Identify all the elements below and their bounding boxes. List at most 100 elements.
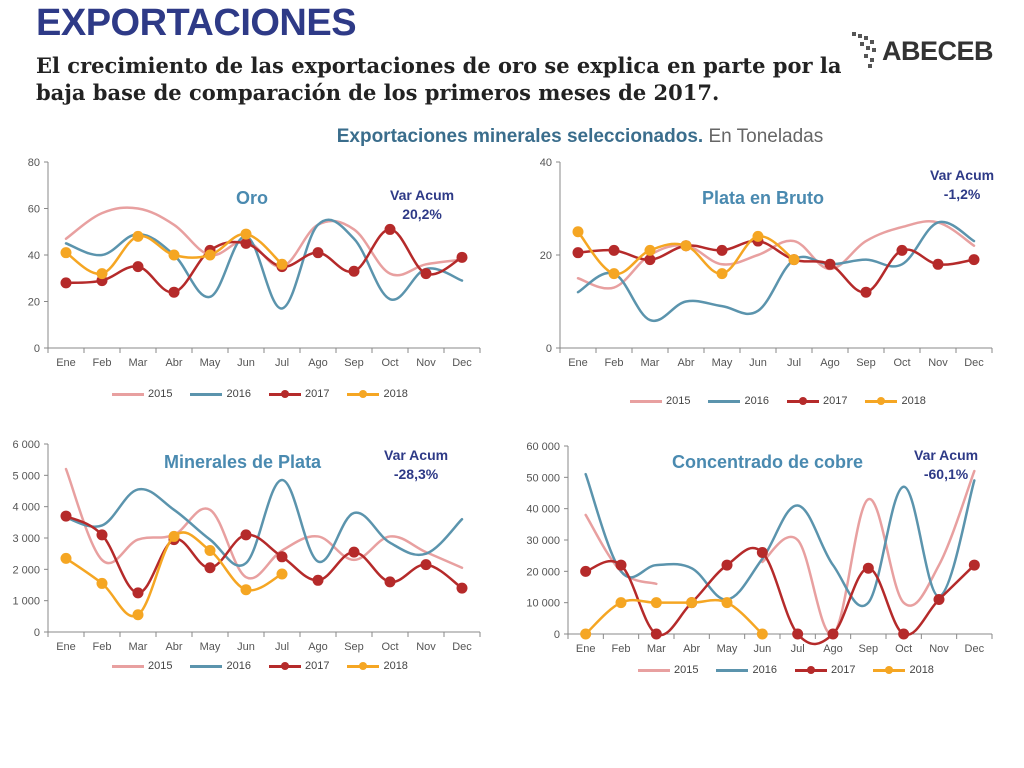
- x-tick-label: Jun: [753, 643, 771, 655]
- legend-item-2015: 2015: [112, 388, 172, 400]
- legend-item-2015: 2015: [112, 660, 172, 672]
- data-point-2017: [862, 562, 874, 574]
- legend-swatch: [786, 396, 819, 406]
- data-point-2017: [168, 286, 180, 298]
- data-point-2017: [96, 529, 108, 541]
- y-tick-label: 50 000: [526, 472, 560, 484]
- var-acum-line: -28,3%: [393, 466, 439, 482]
- legend-swatch: [638, 665, 670, 675]
- chart-panel-4: 0 10 000 20 000 30 000 40 000 50 000 60 000 Ene…: [512, 434, 1024, 714]
- data-point-2017: [608, 244, 620, 256]
- y-tick-label: 40: [540, 157, 552, 169]
- y-tick-label: 10 000: [526, 598, 560, 610]
- var-acum-annotation: Var Acum -60,1%: [914, 446, 978, 484]
- x-tick-label: Nov: [928, 357, 948, 369]
- legend-label: 2016: [226, 660, 251, 672]
- var-acum-line: Var Acum: [384, 447, 449, 463]
- series-line-2015: [576, 220, 976, 290]
- legend-item-2017: 2017: [794, 664, 856, 676]
- var-acum-annotation: Var Acum -1,2%: [930, 166, 994, 204]
- y-tick-label: 6 000: [12, 439, 40, 451]
- data-point-2017: [384, 223, 396, 235]
- var-acum-line: Var Acum: [930, 167, 995, 183]
- data-point-2018: [240, 228, 252, 240]
- var-acum-annotation: Var Acum -28,3%: [384, 446, 448, 484]
- legend-item-2016: 2016: [190, 660, 251, 672]
- legend-label: 2018: [383, 660, 408, 672]
- x-tick-label: Nov: [416, 641, 436, 653]
- legend-label: 2018: [909, 664, 934, 676]
- legend-swatch: [716, 665, 749, 675]
- data-point-2017: [420, 559, 432, 571]
- x-tick-label: Dec: [452, 357, 472, 369]
- data-point-2017: [580, 565, 592, 577]
- legend-label: 2017: [830, 664, 856, 676]
- x-tick-label: Feb: [612, 643, 631, 655]
- series-line-2016: [64, 218, 464, 310]
- chart-panel-3: 0 1 000 2 000 3 000 4 000 5 000 6 000 Ene Feb Mar…: [0, 434, 512, 714]
- y-tick-label: 40: [28, 250, 40, 262]
- charts-header-unit: En Toneladas: [703, 126, 824, 147]
- x-tick-label: Mar: [129, 641, 148, 653]
- x-tick-label: Ene: [568, 357, 588, 369]
- legend-swatch: [865, 396, 898, 406]
- legend-item-2015: 2015: [638, 664, 698, 676]
- legend-item-2018: 2018: [873, 664, 934, 676]
- series-line-2016: [576, 220, 976, 323]
- data-point-2018: [756, 628, 768, 640]
- chart-legend: 2015 2016 2017 2018: [638, 664, 934, 676]
- var-acum-line: 20,2%: [402, 206, 442, 222]
- x-tick-label: Oct: [895, 643, 912, 655]
- data-point-2018: [680, 240, 692, 252]
- data-point-2017: [60, 510, 72, 522]
- data-point-2017: [968, 559, 980, 571]
- y-tick-label: 20 000: [526, 566, 560, 578]
- data-point-2018: [721, 597, 733, 609]
- legend-label: 2016: [226, 388, 251, 400]
- chart-title: Plata en Bruto: [702, 188, 825, 208]
- x-tick-label: Sep: [856, 357, 876, 369]
- chart-title: Concentrado de cobre: [672, 452, 864, 472]
- x-tick-label: Mar: [647, 643, 666, 655]
- y-tick-label: 60 000: [526, 441, 560, 453]
- data-point-2017: [204, 562, 216, 574]
- data-point-2017: [933, 594, 945, 606]
- legend-item-2016: 2016: [708, 395, 769, 407]
- chart-svg: 0 20 40 Ene Feb Mar Abr May Jun Jul Ago Sep Oct Nov De…: [540, 157, 993, 369]
- chart-panel-1: 0 20 40 60 80 Ene Feb Mar Abr May Jun Jul Ago Sep Oct N…: [0, 150, 512, 430]
- legend-swatch: [347, 389, 380, 399]
- x-tick-label: May: [200, 357, 221, 369]
- data-point-2017: [132, 261, 144, 273]
- x-tick-label: Dec: [964, 357, 984, 369]
- legend-item-2016: 2016: [190, 388, 251, 400]
- data-point-2017: [60, 277, 72, 289]
- data-point-2018: [204, 249, 216, 261]
- x-tick-label: Ago: [820, 357, 840, 369]
- data-point-2017: [312, 247, 324, 259]
- charts-header-strong: Exportaciones minerales seleccionados.: [336, 126, 704, 147]
- chart-legend: 2015 2016 2017 2018: [630, 395, 926, 407]
- x-tick-label: Abr: [165, 357, 182, 369]
- x-tick-label: Jun: [749, 357, 767, 369]
- y-tick-label: 0: [554, 629, 560, 641]
- legend-swatch: [190, 389, 223, 399]
- data-point-2017: [240, 529, 252, 541]
- legend-swatch: [630, 396, 662, 406]
- legend-label: 2018: [383, 388, 408, 400]
- legend-item-2017: 2017: [268, 660, 329, 672]
- data-point-2018: [60, 247, 72, 259]
- series-line-2017: [584, 546, 976, 646]
- charts-header: Exportaciones minerales seleccionados. E…: [0, 126, 1024, 148]
- var-acum-line: -1,2%: [943, 186, 981, 202]
- data-point-2018: [752, 230, 764, 242]
- data-point-2017: [572, 247, 584, 259]
- chart-legend: 2015 2016 2017 2018: [112, 660, 408, 672]
- data-point-2017: [756, 547, 768, 559]
- data-point-2017: [824, 258, 836, 270]
- data-point-2017: [968, 254, 980, 266]
- data-point-2017: [348, 546, 360, 558]
- legend-swatch: [268, 661, 301, 671]
- series-line-2015: [584, 513, 658, 586]
- data-point-2018: [608, 268, 620, 280]
- legend-label: 2015: [148, 388, 173, 400]
